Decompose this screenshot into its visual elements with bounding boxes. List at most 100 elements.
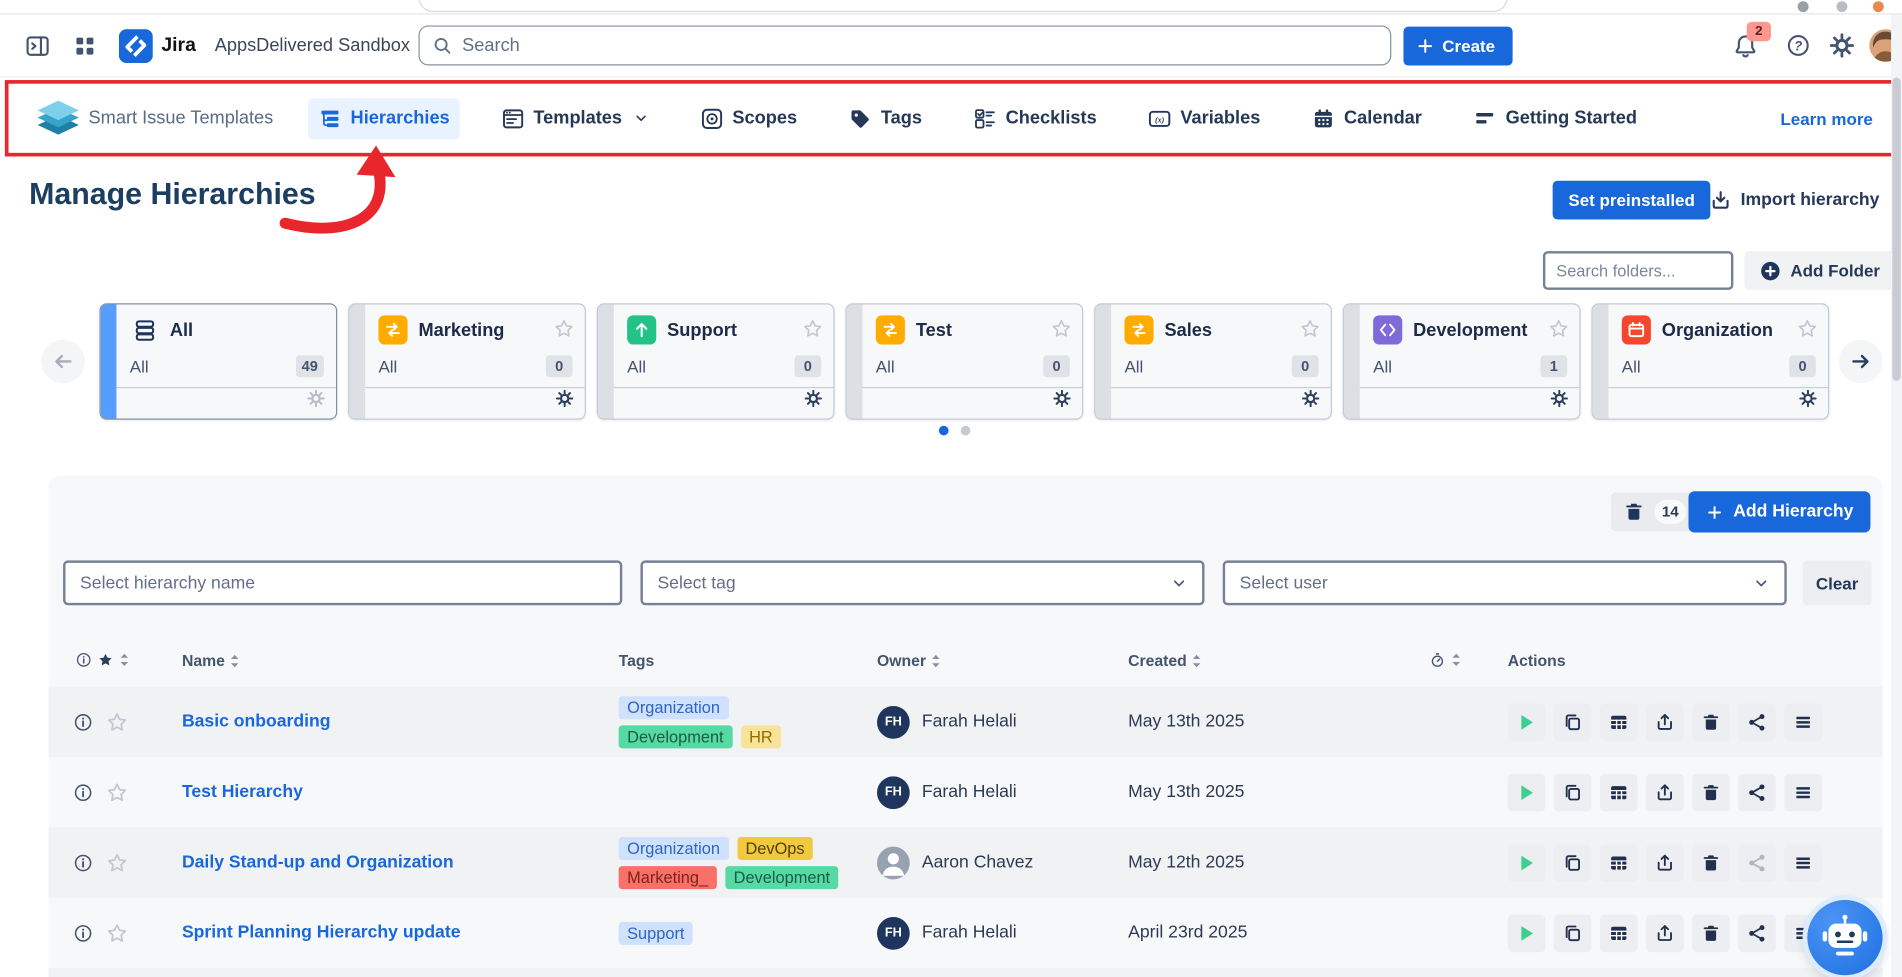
table-view-button[interactable]	[1600, 773, 1638, 811]
bulk-delete-button[interactable]: 14	[1611, 492, 1698, 531]
delete-hierarchy-button[interactable]	[1692, 703, 1730, 741]
learn-more-link[interactable]: Learn more	[1780, 109, 1872, 128]
import-hierarchy-button[interactable]: Import hierarchy	[1709, 181, 1879, 220]
global-search[interactable]	[418, 25, 1391, 65]
delete-hierarchy-button[interactable]	[1692, 844, 1730, 882]
tab-checklists[interactable]: Checklists	[963, 98, 1106, 139]
global-search-input[interactable]	[462, 35, 1378, 56]
run-hierarchy-button[interactable]	[1508, 844, 1546, 882]
folder-settings-button[interactable]	[804, 389, 822, 411]
create-button[interactable]: Create	[1403, 26, 1512, 65]
folder-settings-button[interactable]	[1550, 389, 1568, 411]
add-hierarchy-button[interactable]: Add Hierarchy	[1688, 491, 1870, 532]
column-scheduled[interactable]	[1429, 651, 1462, 668]
folder-card-sales[interactable]: Sales All 0	[1094, 303, 1332, 419]
add-folder-button[interactable]: Add Folder	[1744, 251, 1894, 290]
column-label: Name	[182, 651, 225, 669]
copy-hierarchy-button[interactable]	[1554, 703, 1592, 741]
app-switcher-button[interactable]	[73, 33, 97, 57]
clear-filters-button[interactable]: Clear	[1803, 560, 1872, 605]
tab-scopes[interactable]: Scopes	[690, 98, 807, 139]
column-created[interactable]: Created	[1128, 651, 1203, 669]
row-star-button[interactable]	[106, 851, 129, 874]
delete-hierarchy-button[interactable]	[1692, 914, 1730, 952]
run-hierarchy-button[interactable]	[1508, 773, 1546, 811]
row-menu-button[interactable]	[1784, 844, 1822, 882]
column-name[interactable]: Name	[182, 651, 241, 669]
copy-hierarchy-button[interactable]	[1554, 914, 1592, 952]
table-view-button[interactable]	[1600, 914, 1638, 952]
favorite-star-button[interactable]	[1050, 317, 1072, 342]
row-star-button[interactable]	[106, 921, 129, 944]
favorite-star-button[interactable]	[1796, 317, 1818, 342]
row-menu-button[interactable]	[1784, 703, 1822, 741]
hierarchy-link[interactable]: Sprint Planning Hierarchy update	[182, 923, 461, 942]
chevron-down-icon	[633, 110, 649, 126]
share-hierarchy-button[interactable]	[1738, 703, 1776, 741]
export-hierarchy-button[interactable]	[1646, 914, 1684, 952]
set-preinstalled-button[interactable]: Set preinstalled	[1553, 181, 1711, 220]
export-hierarchy-button[interactable]	[1646, 773, 1684, 811]
favorite-star-button[interactable]	[802, 317, 824, 342]
favorite-star-button[interactable]	[553, 317, 575, 342]
hierarchy-name-filter-input[interactable]	[63, 560, 622, 605]
help-button[interactable]: ?	[1786, 33, 1811, 58]
column-flags[interactable]	[75, 651, 130, 668]
carousel-prev-button[interactable]	[41, 340, 85, 384]
folder-card-development[interactable]: Development All 1	[1343, 303, 1581, 419]
row-info-button[interactable]	[73, 782, 94, 803]
run-hierarchy-button[interactable]	[1508, 703, 1546, 741]
hierarchy-link[interactable]: Test Hierarchy	[182, 782, 303, 801]
column-owner[interactable]: Owner	[877, 651, 942, 669]
favorite-star-button[interactable]	[1548, 317, 1570, 342]
search-folders-input[interactable]	[1543, 251, 1733, 290]
settings-button[interactable]	[1829, 33, 1854, 58]
row-info-button[interactable]	[73, 852, 94, 873]
export-hierarchy-button[interactable]	[1646, 844, 1684, 882]
folder-card-test[interactable]: Test All 0	[845, 303, 1083, 419]
copy-hierarchy-button[interactable]	[1554, 773, 1592, 811]
folder-card-marketing[interactable]: Marketing All 0	[348, 303, 586, 419]
folder-settings-button[interactable]	[556, 389, 574, 411]
hierarchy-link[interactable]: Basic onboarding	[182, 712, 331, 731]
row-star-button[interactable]	[106, 781, 129, 804]
row-menu-button[interactable]	[1784, 773, 1822, 811]
share-hierarchy-button[interactable]	[1738, 773, 1776, 811]
folder-card-support[interactable]: Support All 0	[597, 303, 835, 419]
jira-top-bar: Jira AppsDelivered Sandbox Create 2 ?	[0, 15, 1902, 78]
tab-hierarchies[interactable]: Hierarchies	[308, 98, 459, 139]
export-hierarchy-button[interactable]	[1646, 703, 1684, 741]
hierarchy-link[interactable]: Daily Stand-up and Organization	[182, 853, 454, 872]
carousel-dot-2[interactable]	[961, 426, 971, 436]
scrollbar-thumb[interactable]	[1892, 78, 1900, 381]
table-view-button[interactable]	[1600, 844, 1638, 882]
table-view-button[interactable]	[1600, 703, 1638, 741]
swap-arrows-icon	[378, 315, 407, 344]
folder-settings-button[interactable]	[1053, 389, 1071, 411]
run-hierarchy-button[interactable]	[1508, 914, 1546, 952]
favorite-star-button[interactable]	[1299, 317, 1321, 342]
tab-getting-started[interactable]: Getting Started	[1463, 98, 1647, 139]
tab-templates[interactable]: Templates	[491, 98, 659, 139]
chatbot-button[interactable]	[1807, 900, 1882, 975]
carousel-next-button[interactable]	[1839, 340, 1883, 384]
folder-card-all[interactable]: All All 49	[99, 303, 337, 419]
share-hierarchy-button[interactable]	[1738, 914, 1776, 952]
tab-calendar[interactable]: Calendar	[1302, 98, 1432, 139]
row-star-button[interactable]	[106, 710, 129, 733]
user-filter-select[interactable]: Select user	[1223, 560, 1787, 605]
sidebar-toggle-button[interactable]	[24, 32, 51, 59]
delete-hierarchy-button[interactable]	[1692, 773, 1730, 811]
copy-hierarchy-button[interactable]	[1554, 844, 1592, 882]
tab-variables[interactable]: (x) Variables	[1138, 98, 1270, 139]
row-info-button[interactable]	[73, 711, 94, 732]
folder-settings-button[interactable]	[307, 389, 325, 411]
folder-settings-button[interactable]	[1799, 389, 1817, 411]
folder-settings-button[interactable]	[1302, 389, 1320, 411]
carousel-dot-1[interactable]	[939, 426, 949, 436]
calendar-icon	[1627, 320, 1646, 339]
row-info-button[interactable]	[73, 922, 94, 943]
tag-filter-select[interactable]: Select tag	[640, 560, 1204, 605]
tab-tags[interactable]: Tags	[838, 98, 931, 139]
folder-card-organization[interactable]: Organization All 0	[1591, 303, 1829, 419]
